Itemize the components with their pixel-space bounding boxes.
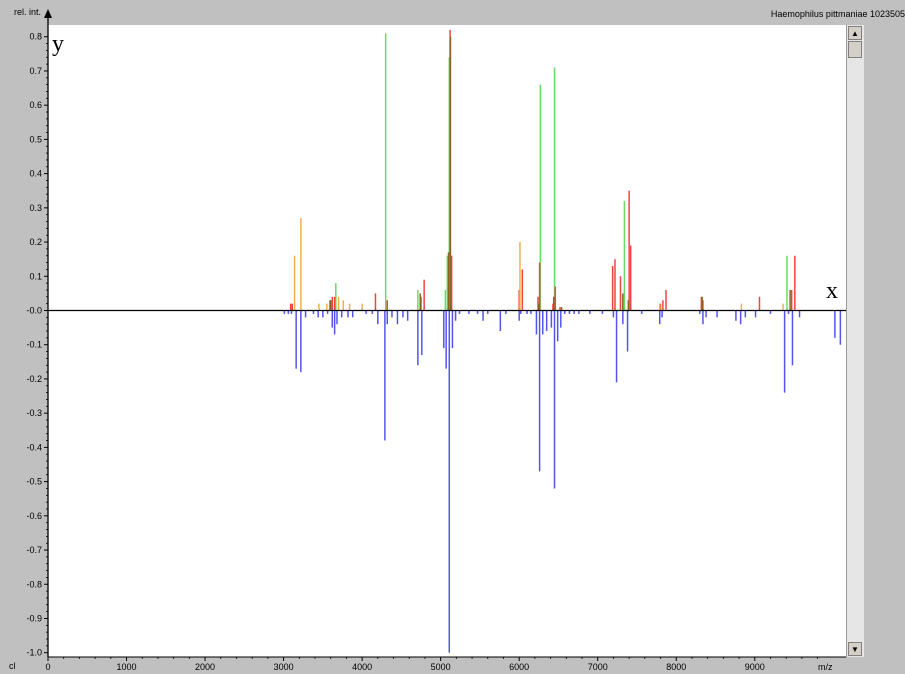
- corner-label: cl: [9, 661, 16, 671]
- y-tick-label: -1.0: [26, 648, 42, 658]
- y-axis-letter: y: [52, 31, 64, 57]
- y-axis-arrow-icon: [44, 9, 52, 18]
- x-tick-label: 0: [45, 662, 50, 672]
- y-tick-label: -0.7: [26, 545, 42, 555]
- y-tick-label: 0.4: [29, 169, 42, 179]
- scroll-down-button[interactable]: ▼: [848, 642, 862, 656]
- y-tick-label: 0.3: [29, 203, 42, 213]
- y-tick-label: 0.2: [29, 237, 42, 247]
- x-tick-label: 6000: [509, 662, 529, 672]
- x-axis-letter: x: [826, 278, 838, 304]
- x-tick-label: 8000: [666, 662, 686, 672]
- y-tick-label: 0.7: [29, 66, 42, 76]
- y-tick-label: -0.1: [26, 340, 42, 350]
- plot-area: [48, 25, 846, 657]
- x-tick-label: 1000: [117, 662, 137, 672]
- y-tick-label: 0.8: [29, 32, 42, 42]
- scroll-up-button[interactable]: ▲: [848, 26, 862, 40]
- y-tick-label: 0.6: [29, 100, 42, 110]
- y-tick-label: 0.5: [29, 134, 42, 144]
- y-tick-label: -0.9: [26, 613, 42, 623]
- x-tick-label: 7000: [588, 662, 608, 672]
- arrow-up-icon: ▲: [851, 28, 859, 38]
- x-tick-label: 2000: [195, 662, 215, 672]
- y-axis-label: rel. int.: [14, 7, 41, 17]
- y-tick-label: -0.3: [26, 408, 42, 418]
- spectrum-bars: [283, 29, 842, 653]
- scroll-thumb[interactable]: [848, 41, 862, 58]
- y-tick-label: -0.4: [26, 442, 42, 452]
- y-tick-label: -0.8: [26, 579, 42, 589]
- y-tick-label: -0.6: [26, 511, 42, 521]
- x-tick-label: 3000: [274, 662, 294, 672]
- y-tick-label: -0.2: [26, 374, 42, 384]
- x-axis-label: m/z: [818, 662, 833, 672]
- ticks: 0.8 0.7 0.6 0.5 0.4 0.3 0.2 0.1 -0.0 -0.1 -0.2 -0.3…: [26, 32, 818, 672]
- vertical-scrollbar[interactable]: ▲ ▼: [846, 25, 864, 657]
- window-title: Haemophilus pittmaniae 1023505: [770, 9, 905, 19]
- arrow-down-icon: ▼: [851, 644, 859, 654]
- y-tick-label: 0.1: [29, 271, 42, 281]
- x-tick-label: 9000: [745, 662, 765, 672]
- y-tick-label: -0.5: [26, 477, 42, 487]
- y-tick-label: -0.0: [26, 306, 42, 316]
- x-tick-label: 4000: [352, 662, 372, 672]
- x-tick-label: 5000: [431, 662, 451, 672]
